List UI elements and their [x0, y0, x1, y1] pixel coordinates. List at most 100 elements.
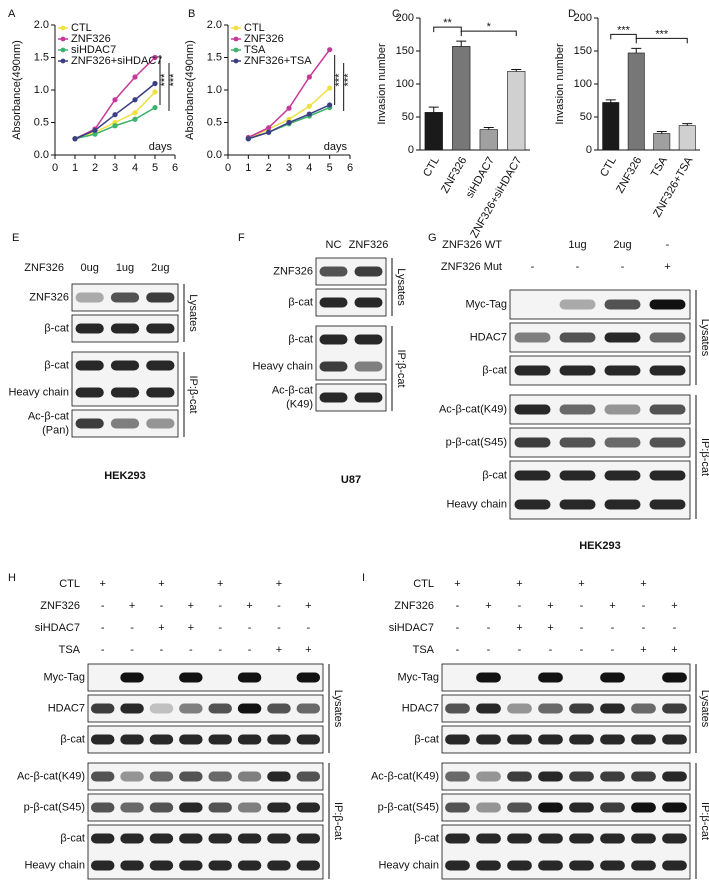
x-tick-label: 1 — [245, 162, 251, 174]
data-point — [152, 80, 158, 87]
blot-band — [507, 802, 532, 813]
data-point — [112, 112, 118, 118]
blot-band — [662, 833, 687, 844]
y-tick-label: 200 — [574, 12, 592, 24]
annotation: *** — [617, 24, 631, 36]
condition-mark: + — [129, 600, 135, 612]
blot-band — [507, 833, 532, 844]
blot-band — [75, 292, 104, 303]
condition-mark: - — [611, 644, 615, 656]
blot-band — [179, 833, 203, 844]
condition-mark: - — [218, 600, 222, 612]
condition-mark: - — [673, 622, 677, 634]
condition-mark: - — [456, 600, 460, 612]
condition-mark: - — [549, 644, 553, 656]
blot-band — [569, 703, 594, 714]
blot-band — [559, 365, 596, 376]
blot-band — [604, 365, 641, 376]
blot-band — [559, 437, 596, 448]
condition-mark: - — [518, 644, 522, 656]
row-label: Ac-β-cat — [28, 410, 69, 422]
condition-mark: NC — [326, 239, 342, 251]
panel-letter: I — [362, 572, 365, 584]
blot-band — [514, 404, 551, 415]
blot-band — [179, 771, 203, 782]
blot-band — [354, 392, 383, 403]
x-note: days — [324, 141, 348, 153]
bracket — [635, 37, 688, 44]
blot-band — [354, 334, 383, 345]
blot-band — [600, 802, 625, 813]
condition-label: ZNF326 Mut — [441, 261, 502, 273]
y-tick-label: 150 — [396, 45, 414, 57]
legend-label: ZNF326+TSA — [244, 55, 312, 67]
blot-band — [296, 802, 321, 813]
group-label: Lysates — [187, 294, 199, 332]
data-point — [306, 103, 312, 109]
bracket — [433, 26, 462, 33]
data-point — [152, 54, 158, 61]
y-tick-label: 100 — [396, 78, 414, 90]
blot-band — [604, 437, 641, 448]
row-label: Heavy chain — [24, 859, 85, 871]
condition-mark: - — [277, 600, 281, 612]
error-bar — [631, 47, 642, 53]
x-tick-label: 4 — [132, 162, 138, 174]
blot-band — [631, 771, 656, 782]
blot-band — [208, 833, 232, 844]
condition-label: ZNF326 WT — [442, 239, 502, 251]
legend-label: ZNF326 — [244, 33, 284, 45]
blot-band — [445, 833, 470, 844]
y-tick-label: 0.5 — [34, 116, 49, 128]
data-point — [92, 131, 98, 137]
condition-mark: + — [305, 600, 311, 612]
blot-band — [267, 860, 291, 871]
condition-mark: + — [454, 578, 460, 590]
legend-label: TSA — [244, 44, 266, 56]
blot-band — [149, 734, 174, 745]
blot-band — [146, 387, 175, 398]
y-tick-label: 200 — [396, 12, 414, 24]
blot-band — [569, 860, 594, 871]
blot-band — [476, 734, 501, 745]
error-bar — [456, 40, 467, 47]
y-tick-label: 2.0 — [34, 19, 49, 31]
condition-label: TSA — [59, 644, 81, 656]
y-tick-label: 0.0 — [34, 149, 49, 161]
data-point — [327, 47, 333, 53]
row-label: β-cat — [60, 733, 85, 745]
blot-band — [649, 437, 686, 448]
blot-band — [604, 299, 641, 310]
row-label: Ac-β-cat(K49) — [371, 770, 439, 782]
legend-marker — [233, 36, 239, 42]
blot-band — [208, 802, 232, 813]
group-label: Lysates — [395, 268, 407, 306]
blot-band — [319, 392, 348, 403]
bar — [627, 52, 645, 151]
blot-band — [507, 734, 532, 745]
group-label: IP:β-cat — [699, 438, 709, 476]
x-tick-label: 6 — [172, 162, 178, 174]
blot-band — [600, 734, 625, 745]
condition-mark: - — [642, 600, 646, 612]
group-label: Lysates — [699, 319, 709, 357]
blot-band — [476, 771, 501, 782]
blot-band — [476, 802, 501, 813]
blot-band — [538, 672, 563, 683]
blot-band — [559, 470, 596, 481]
blot-band — [538, 771, 563, 782]
blot-band — [662, 802, 687, 813]
y-tick-label: 50 — [402, 111, 414, 123]
blot-band — [296, 771, 321, 782]
condition-mark: + — [158, 578, 164, 590]
data-point — [266, 125, 272, 131]
blot-band — [179, 860, 203, 871]
condition-mark: + — [671, 600, 677, 612]
blot-band — [267, 771, 291, 782]
y-tick-label: 0 — [408, 144, 414, 156]
condition-mark: - — [130, 622, 134, 634]
blot-box — [71, 351, 179, 407]
blot-band — [662, 771, 687, 782]
blot-box — [441, 824, 691, 880]
row-label: β-cat — [44, 359, 69, 371]
